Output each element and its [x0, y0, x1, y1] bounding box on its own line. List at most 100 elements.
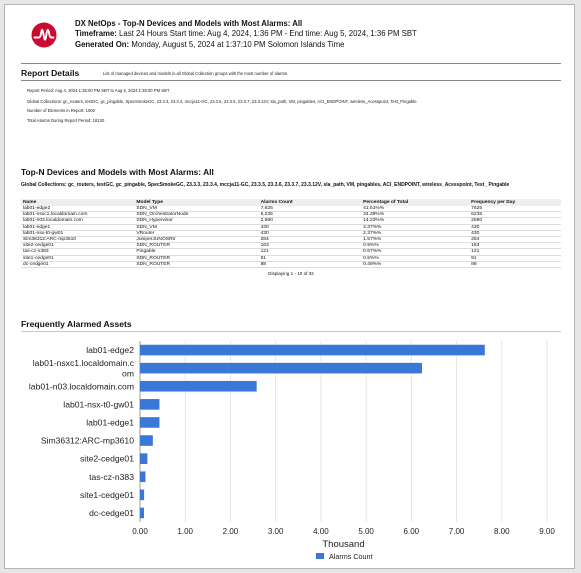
table-cell: SDN_OrchestratorNode [134, 211, 259, 219]
table-cell: tas-cz-n383 [21, 248, 135, 256]
table-cell: lab01-n03.localdomain.com [21, 217, 135, 225]
category-label: om [122, 368, 134, 378]
table-row: lab01-nsx-t0-gw01 VRouter 430 2.37%% 430 [21, 230, 561, 238]
table-row: lab01-edge1 SDN_VM 430 2.37%% 430 [21, 224, 561, 231]
report-header: DX NetOps - Top-N Devices and Models wit… [31, 19, 571, 53]
bar [140, 344, 485, 356]
category-label: lab01-nsx-t0-gw01 [63, 399, 134, 409]
x-tick-label: 9.00 [539, 527, 555, 536]
bar [140, 417, 160, 428]
table-section-title: Top-N Devices and Models with Most Alarm… [21, 167, 214, 177]
table-cell: 0.67%% [361, 248, 470, 256]
table-cell: lab01-edge1 [21, 224, 135, 231]
table-cell: 41.51%% [361, 206, 470, 213]
bar [140, 435, 153, 446]
x-tick-label: 1.00 [177, 527, 193, 536]
column-header: Alarms Count [258, 199, 362, 206]
x-tick-label: 5.00 [358, 527, 374, 536]
table-cell: 14.23%% [361, 217, 470, 225]
table-cell: 88 [258, 261, 362, 269]
table-cell: 0.9%% [361, 242, 470, 250]
table-cell: 2580 [469, 217, 561, 225]
report-period: Report Period: Aug 4, 2024 1:36:00 PM SB… [27, 88, 170, 93]
table-cell: 430 [258, 230, 362, 238]
timeframe-line: Timeframe: Last 24 Hours Start time: Aug… [75, 29, 417, 39]
table-cell: 163 [469, 242, 561, 250]
category-label: lab01-n03.localdomain.com [29, 381, 134, 391]
table-cell: 163 [258, 242, 362, 250]
x-tick-label: 3.00 [268, 527, 284, 536]
global-collections-text: Global Collections: gc_routers, testGC, … [27, 99, 417, 104]
category-label: tas-cz-n383 [89, 472, 134, 482]
table-row: site1-cedge01 SDN_ROUTER 91 0.5%% 91 [21, 255, 561, 262]
table-row: site2-cedge01 SDN_ROUTER 163 0.9%% 163 [21, 242, 561, 250]
table-cell: 6,235 [258, 211, 362, 219]
bar [140, 507, 144, 519]
table-cell: lab01-nsxc1.localdomain.com [21, 211, 135, 219]
broadcom-logo-icon [31, 22, 57, 48]
table-cell: 121 [258, 248, 362, 256]
category-label: lab01-edge1 [86, 417, 134, 427]
table-row: lab01-n03.localdomain.com SDN_Hypervisor 2… [21, 217, 561, 225]
table-row: dc-cedge01 SDN_ROUTER 88 0.49%% 88 [21, 261, 561, 269]
x-tick-label: 2.00 [223, 527, 239, 536]
table-cell: 430 [469, 230, 561, 238]
table-cell: lab01-nsx-t0-gw01 [21, 230, 135, 238]
table-cell: SDN_VM [134, 224, 259, 231]
table-cell: SDN_ROUTER [134, 255, 259, 262]
table-cell: 2.37%% [361, 230, 470, 238]
table-cell: VRouter [134, 230, 259, 238]
x-axis-label: Thousand [322, 539, 364, 550]
table-cell: 0.5%% [361, 255, 470, 262]
assets-section-title: Frequently Alarmed Assets [21, 319, 132, 329]
table-row: tas-cz-n383 Pingable 121 0.67%% 121 [21, 248, 561, 256]
category-label: lab01-nsxc1.localdomain.c [33, 358, 135, 368]
report-page: DX NetOps - Top-N Devices and Models wit… [4, 4, 575, 569]
table-cell: lab01-edge2 [21, 206, 135, 213]
total-alarms: Total Alarms During Report Period: 18130 [27, 118, 105, 123]
table-cell: 121 [469, 248, 561, 256]
table-cell: SDN_Hypervisor [134, 217, 259, 225]
table-cell: Sim36312:ARC-mp3610 [21, 236, 135, 244]
bar [140, 362, 422, 374]
bar [140, 453, 148, 464]
table-cell: 6235 [469, 211, 561, 219]
table-cell: 430 [258, 224, 362, 231]
alarms-table: Name Model Type Alarms Count Percentage of … [21, 199, 561, 269]
table-row: lab01-edge2 SDN_VM 7,625 41.51%% 7625 [21, 206, 561, 213]
divider [21, 331, 561, 332]
table-cell: 7,625 [258, 206, 362, 213]
bar [140, 489, 145, 501]
report-title: DX NetOps - Top-N Devices and Models wit… [75, 19, 303, 28]
bar [140, 471, 146, 483]
column-header: Name [21, 199, 135, 206]
table-row: Sim36312:ARC-mp3610 JuniperJUNOSRtr 284 1.5… [21, 236, 561, 244]
table-cell: 0.49%% [361, 261, 470, 269]
table-cell: 91 [469, 255, 561, 262]
x-tick-label: 0.00 [132, 527, 148, 536]
number-of-elements: Number of Elements in Report: 1000 [27, 108, 95, 113]
table-row: lab01-nsxc1.localdomain.com SDN_Orchestra… [21, 211, 561, 219]
table-cell: site2-cedge01 [21, 242, 135, 250]
table-cell: 7625 [469, 206, 561, 213]
x-tick-label: 7.00 [449, 527, 465, 536]
divider [21, 63, 561, 64]
category-label: site2-cedge01 [80, 454, 134, 464]
column-header: Frequency per Day [469, 199, 561, 206]
table-cell: 2.37%% [361, 224, 470, 231]
divider [21, 80, 561, 81]
table-cell: SDN_VM [134, 206, 259, 213]
bar [140, 380, 257, 392]
table-cell: dc-cedge01 [21, 261, 135, 269]
category-label: dc-cedge01 [89, 508, 134, 518]
table-cell: JuniperJUNOSRtr [134, 236, 259, 244]
report-details-title: Report Details [21, 68, 80, 78]
table-cell: Pingable [134, 248, 259, 256]
table-cell: 284 [258, 236, 362, 244]
table-global-collections: Global Collections: gc_routers, testGC, … [21, 182, 510, 188]
x-tick-label: 6.00 [404, 527, 420, 536]
table-cell: 2,580 [258, 217, 362, 225]
legend-swatch [316, 553, 324, 559]
header-text: DX NetOps - Top-N Devices and Models wit… [75, 19, 417, 50]
